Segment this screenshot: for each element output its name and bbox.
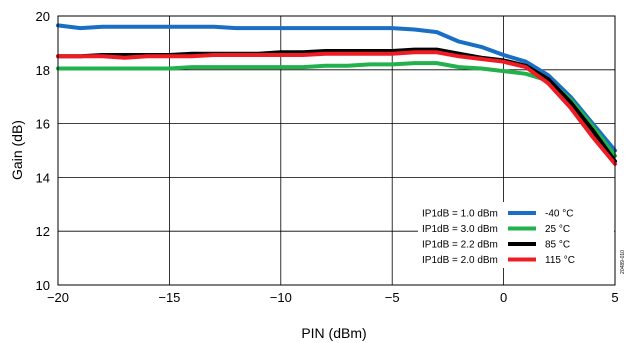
legend-annotation: IP1dB = 3.0 dBm — [422, 224, 498, 235]
x-tick-label: 5 — [611, 290, 618, 305]
legend-label: -40 °C — [545, 209, 573, 220]
series-line-0 — [56, 23, 617, 153]
series-line-1 — [56, 61, 617, 158]
x-tick-label: −15 — [158, 290, 180, 305]
x-tick-label: 0 — [500, 290, 507, 305]
series-line-3 — [56, 50, 617, 166]
tick-labels: −20 −15 −10 −5 0 5 10 12 14 16 18 20 — [36, 9, 619, 305]
legend-annotation: IP1dB = 2.2 dBm — [422, 240, 498, 251]
y-tick-label: 18 — [36, 63, 50, 78]
legend-label: 85 °C — [545, 240, 570, 251]
y-tick-label: 10 — [36, 278, 50, 293]
legend-annotation: IP1dB = 2.0 dBm — [422, 255, 498, 266]
series-lines — [56, 23, 617, 166]
x-tick-label: −5 — [385, 290, 400, 305]
x-axis-label: PIN (dBm) — [301, 325, 366, 341]
figure-code: 20489-010 — [620, 250, 626, 274]
x-tick-label: −20 — [47, 290, 69, 305]
y-tick-label: 12 — [36, 224, 50, 239]
plot-frame — [57, 15, 616, 286]
legend-label: 115 °C — [545, 255, 575, 266]
y-tick-label: 20 — [36, 9, 50, 24]
legend-annotation: IP1dB = 1.0 dBm — [422, 209, 498, 220]
legend: IP1dB = 1.0 dBm -40 °C IP1dB = 3.0 dBm 25 °… — [418, 202, 614, 268]
y-axis-label: Gain (dB) — [9, 120, 25, 180]
x-tick-label: −10 — [270, 290, 292, 305]
y-tick-label: 14 — [36, 170, 50, 185]
y-tick-label: 16 — [36, 117, 50, 132]
legend-label: 25 °C — [545, 224, 570, 235]
